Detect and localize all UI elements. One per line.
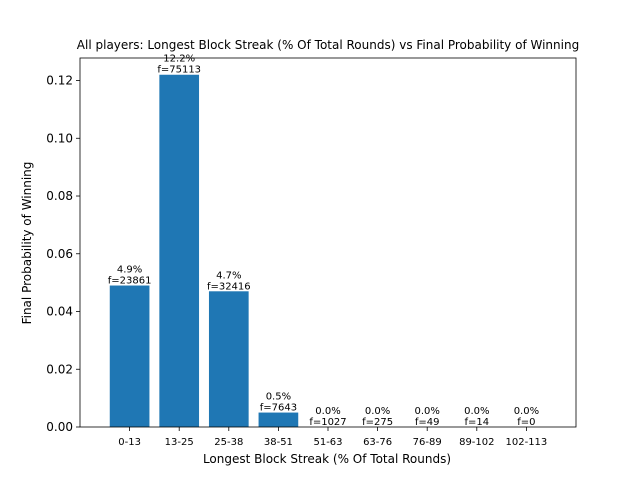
bar-percent-label: 4.7%	[216, 270, 241, 281]
plot-area: 4.9%f=23861 0-13 12.2%f=75113 13-25 4.7%f=32…	[46, 54, 577, 448]
bar-percent-label: 0.5%	[266, 392, 291, 403]
x-axis-label: Longest Block Streak (% Of Total Rounds)	[203, 452, 451, 466]
y-tick-label: 0.10	[46, 131, 73, 145]
x-tick-label: 63-76	[363, 437, 392, 448]
x-tick-label: 25-38	[214, 437, 243, 448]
y-tick-label: 0.12	[46, 74, 73, 88]
x-tick-label: 0-13	[118, 437, 141, 448]
y-tick-label: 0.08	[46, 189, 73, 203]
bar-frequency-label: f=1027	[309, 417, 346, 428]
bar	[258, 412, 299, 427]
bar-percent-label: 12.2%	[163, 54, 195, 65]
bar	[109, 285, 150, 427]
bar	[208, 291, 249, 427]
y-axis-label: Final Probability of Winning	[20, 162, 34, 325]
x-tick-label: 89-102	[459, 437, 494, 448]
bar-frequency-label: f=49	[415, 417, 440, 428]
x-tick-label: 38-51	[264, 437, 293, 448]
bar-frequency-label: f=7643	[260, 403, 297, 414]
bar-frequency-label: f=75113	[157, 65, 201, 76]
bar-frequency-label: f=275	[362, 417, 393, 428]
bar-frequency-label: f=23861	[108, 276, 152, 287]
x-tick-label: 13-25	[165, 437, 194, 448]
bar-frequency-label: f=0	[517, 417, 535, 428]
bar-percent-label: 0.0%	[365, 406, 390, 417]
bar-percent-label: 0.0%	[514, 406, 539, 417]
y-tick-label: 0.04	[46, 305, 73, 319]
bar	[159, 74, 200, 428]
y-tick-label: 0.00	[46, 420, 73, 434]
bar-frequency-label: f=14	[464, 417, 489, 428]
x-tick-label: 76-89	[413, 437, 442, 448]
bar-frequency-label: f=32416	[207, 281, 251, 292]
x-tick-label: 102-113	[506, 437, 548, 448]
bar-percent-label: 0.0%	[464, 406, 489, 417]
y-tick-label: 0.06	[46, 247, 73, 261]
y-tick-label: 0.02	[46, 362, 73, 376]
x-tick-label: 51-63	[313, 437, 342, 448]
bar-percent-label: 4.9%	[117, 265, 142, 276]
bar-percent-label: 0.0%	[315, 406, 340, 417]
bar-percent-label: 0.0%	[414, 406, 439, 417]
chart-title: All players: Longest Block Streak (% Of …	[77, 38, 579, 52]
plot-frame	[79, 57, 577, 428]
